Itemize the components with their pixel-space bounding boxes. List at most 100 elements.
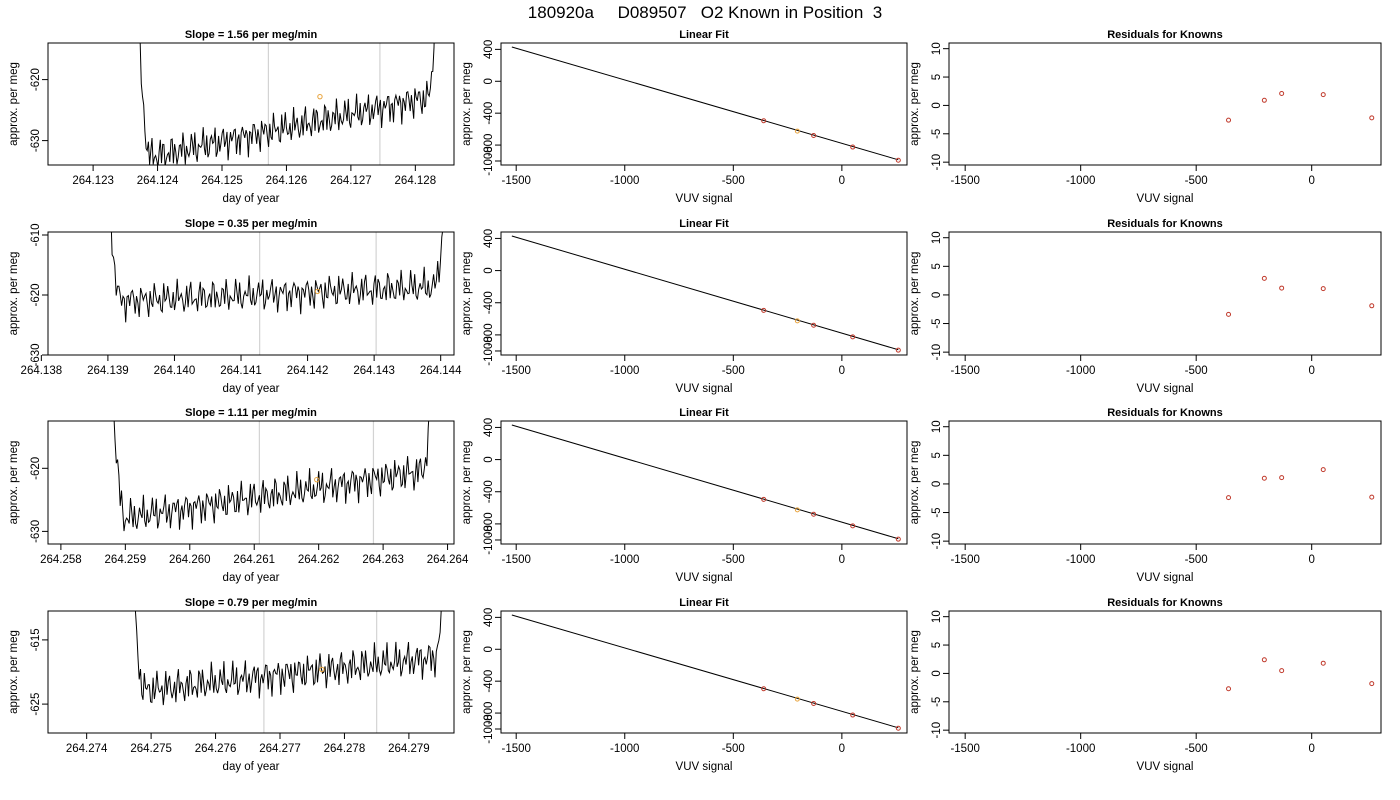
residuals-ytick-label: 10 <box>931 231 943 244</box>
fit-point <box>811 700 817 706</box>
fit-point <box>850 712 856 718</box>
fit-ytick-label: -400 <box>483 670 495 693</box>
residual-point <box>1261 475 1267 481</box>
residuals-ytick-label: -10 <box>931 344 943 361</box>
fit-ytick-label: 400 <box>483 608 495 627</box>
timeseries-xtick-label: 264.259 <box>105 554 147 566</box>
timeseries-xtick-label: 264.274 <box>66 743 108 755</box>
fit-point <box>794 696 800 702</box>
fit-point <box>850 523 856 529</box>
residuals-ytick-label: 5 <box>931 452 943 458</box>
timeseries-title: Slope = 0.79 per meg/min <box>185 597 318 609</box>
residual-point <box>1261 657 1267 663</box>
timeseries-ytick-label: -615 <box>30 628 42 651</box>
fit-point <box>895 725 901 731</box>
fit-ytick-label: 0 <box>483 456 495 462</box>
fit-point <box>895 536 901 542</box>
timeseries-xtick-label: 264.144 <box>420 365 462 377</box>
fit-point <box>761 307 767 313</box>
residuals-frame <box>948 231 1382 356</box>
timeseries-frame <box>47 231 455 356</box>
fit-ytick-label: -1000 <box>483 714 495 743</box>
residual-point <box>1279 475 1285 481</box>
panel-grid: Slope = 1.56 per meg/min 264.123 264.124 26… <box>8 29 1382 773</box>
residuals-xtick-label: -1000 <box>1066 175 1095 187</box>
residuals-frame <box>948 610 1382 734</box>
residuals-panel: Residuals for Knowns -1500 -1000 -500 0 -10 -5… <box>909 407 1382 584</box>
residuals-ytick-label: 0 <box>931 481 943 487</box>
fit-ytick-label: 0 <box>483 646 495 652</box>
fit-frame <box>500 231 908 356</box>
timeseries-xtick-label: 264.278 <box>324 743 366 755</box>
fit-xtick-label: -1000 <box>610 743 639 755</box>
residuals-ytick-label: 0 <box>931 102 943 108</box>
timeseries-ytick-label: -610 <box>30 223 42 246</box>
fit-point <box>895 347 901 353</box>
residuals-xtick-label: -500 <box>1185 554 1208 566</box>
timeseries-xtick-label: 264.126 <box>266 175 308 187</box>
fit-panel: Linear Fit-1500 -1000 -500 0-1000-800-40004… <box>461 218 908 395</box>
residual-point <box>1226 311 1232 317</box>
timeseries-xtick-label: 264.263 <box>362 554 404 566</box>
residual-point <box>1320 92 1326 98</box>
timeseries-frame <box>47 42 455 166</box>
timeseries-panel: Slope = 0.35 per meg/min 264.138 264.139 26… <box>8 218 462 395</box>
fit-ytick-label: -800 <box>483 134 495 157</box>
timeseries-ylabel: approx. per meg <box>8 252 20 336</box>
timeseries-xtick-label: 264.258 <box>40 554 82 566</box>
residual-point <box>1320 286 1326 292</box>
fit-line <box>511 46 899 161</box>
fit-xlabel: VUV signal <box>676 383 733 395</box>
residuals-ytick-label: -5 <box>931 129 943 139</box>
fit-xtick-label: -1000 <box>610 365 639 377</box>
residuals-ytick-label: 0 <box>931 670 943 676</box>
timeseries-xtick-label: 264.276 <box>195 743 237 755</box>
fit-ylabel: approx. per meg <box>461 252 473 336</box>
residuals-xlabel: VUV signal <box>1137 572 1194 584</box>
timeseries-ytick-label: -630 <box>30 343 42 366</box>
timeseries-xtick-label: 264.143 <box>353 365 395 377</box>
residuals-title: Residuals for Knowns <box>1107 407 1223 419</box>
residuals-ytick-label: 5 <box>931 74 943 80</box>
fit-xtick-label: -1500 <box>501 554 530 566</box>
fit-ytick-label: -400 <box>483 102 495 125</box>
fit-xtick-label: -500 <box>722 554 745 566</box>
residual-point <box>1226 495 1232 501</box>
fit-point <box>794 318 800 324</box>
residuals-xtick-label: 0 <box>1308 175 1314 187</box>
timeseries-line <box>110 232 443 323</box>
residuals-ytick-label: 10 <box>931 610 943 623</box>
timeseries-title: Slope = 1.11 per meg/min <box>185 407 317 419</box>
residuals-ylabel: approx. per meg <box>909 441 921 525</box>
residuals-ytick-label: -5 <box>931 697 943 707</box>
timeseries-xtick-label: 264.138 <box>21 365 63 377</box>
residuals-xtick-label: -500 <box>1185 743 1208 755</box>
row-4: Slope = 0.79 per meg/min 264.274 264.275 26… <box>8 597 1382 773</box>
fit-ytick-label: -1000 <box>483 146 495 175</box>
residuals-panel: Residuals for Knowns -1500 -1000 -500 0 -10 -5… <box>909 218 1382 395</box>
timeseries-ylabel: approx. per meg <box>8 441 20 525</box>
timeseries-ylabel: approx. per meg <box>8 62 20 146</box>
residual-point <box>1320 467 1326 473</box>
residuals-xtick-label: -500 <box>1185 175 1208 187</box>
fit-point <box>811 322 817 328</box>
timeseries-xtick-label: 264.264 <box>427 554 469 566</box>
fit-point <box>850 334 856 340</box>
fit-panel: Linear Fit-1500 -1000 -500 0-1000-800-40004… <box>461 407 908 584</box>
timeseries-ytick-label: -620 <box>30 68 42 91</box>
residuals-xtick-label: -1000 <box>1066 365 1095 377</box>
row-2: Slope = 0.35 per meg/min 264.138 264.139 26… <box>8 218 1382 395</box>
fit-point <box>761 118 767 124</box>
residual-point <box>1320 660 1326 666</box>
residuals-xtick-label: -1500 <box>950 365 979 377</box>
residuals-xtick-label: -1500 <box>950 175 979 187</box>
residuals-ytick-label: -10 <box>931 722 943 739</box>
residuals-ytick-label: -5 <box>931 318 943 328</box>
timeseries-ytick-label: -625 <box>30 693 42 716</box>
row-1: Slope = 1.56 per meg/min 264.123 264.124 26… <box>8 29 1382 205</box>
residuals-xtick-label: -1000 <box>1066 554 1095 566</box>
fit-ylabel: approx. per meg <box>461 630 473 714</box>
fit-point <box>794 128 800 134</box>
residuals-ytick-label: -10 <box>931 154 943 171</box>
timeseries-line <box>113 421 430 532</box>
